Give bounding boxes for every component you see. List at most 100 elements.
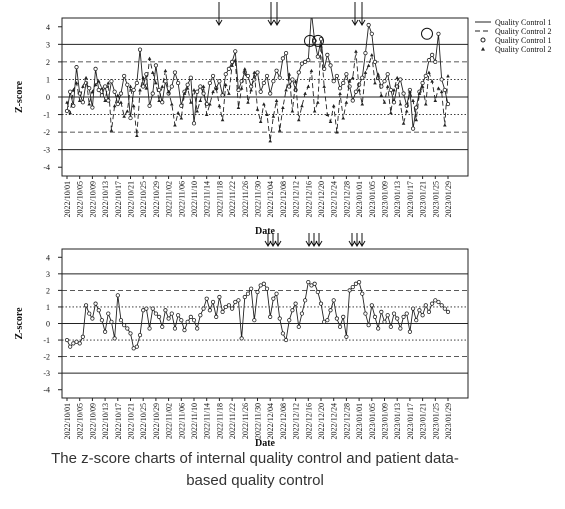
point-marker xyxy=(315,54,320,59)
point-marker xyxy=(210,73,216,79)
point-marker xyxy=(128,84,133,88)
point-marker xyxy=(334,73,339,79)
point-marker xyxy=(353,281,359,286)
point-marker xyxy=(198,313,203,318)
point-marker xyxy=(296,324,301,329)
point-marker xyxy=(71,103,76,108)
point-marker xyxy=(262,102,266,106)
point-marker xyxy=(169,311,174,316)
x-tick-label: 2022/11/22 xyxy=(228,403,237,439)
point-marker xyxy=(373,81,377,85)
point-marker xyxy=(157,98,161,102)
point-marker xyxy=(201,306,206,311)
y-tick-label: 4 xyxy=(46,253,50,262)
x-tick-label: 2023/01/01 xyxy=(355,403,364,439)
point-marker xyxy=(376,326,381,331)
point-marker xyxy=(80,334,85,339)
point-marker xyxy=(233,49,238,54)
point-marker xyxy=(103,329,108,334)
x-tick-label: 2022/10/25 xyxy=(139,181,148,217)
point-marker xyxy=(385,84,390,88)
point-marker xyxy=(169,102,174,106)
point-marker xyxy=(156,314,162,319)
x-tick-label: 2023/01/21 xyxy=(419,403,428,439)
point-marker xyxy=(182,328,187,333)
point-marker xyxy=(112,103,117,108)
point-marker xyxy=(341,116,346,120)
point-marker xyxy=(423,102,428,106)
x-tick-label: 2022/12/12 xyxy=(292,181,301,217)
y-tick-label: 0 xyxy=(46,320,50,329)
point-marker xyxy=(277,316,282,321)
point-marker xyxy=(274,291,279,296)
point-marker xyxy=(328,308,333,313)
annotation-arrowhead xyxy=(305,240,313,247)
y-tick-label: 3 xyxy=(46,270,50,279)
point-marker xyxy=(344,100,349,104)
point-marker xyxy=(179,318,184,323)
point-marker xyxy=(214,314,219,319)
x-tick-label: 2022/11/10 xyxy=(190,181,199,217)
point-marker xyxy=(331,298,336,303)
y-tick-label: -2 xyxy=(43,353,50,362)
point-marker xyxy=(131,103,136,108)
x-tick-label: 2022/10/21 xyxy=(127,181,136,217)
x-tick-label: 2022/12/08 xyxy=(279,181,288,217)
point-marker xyxy=(208,102,212,106)
point-marker xyxy=(337,86,343,91)
point-marker xyxy=(80,100,85,105)
point-marker xyxy=(258,119,263,124)
point-marker xyxy=(125,326,130,331)
point-marker xyxy=(122,114,126,118)
x-tick-label: 2023/01/25 xyxy=(431,403,440,439)
point-marker xyxy=(116,93,120,97)
point-marker xyxy=(277,128,282,132)
x-tick-label: 2022/10/09 xyxy=(88,403,97,439)
point-marker xyxy=(188,314,193,319)
point-marker xyxy=(150,70,155,74)
point-marker xyxy=(154,81,158,85)
point-marker xyxy=(433,298,438,303)
point-marker xyxy=(131,87,136,93)
x-tick-label: 2023/01/05 xyxy=(368,403,377,439)
x-tick-label: 2022/11/14 xyxy=(203,181,212,217)
point-marker xyxy=(166,89,171,94)
point-marker xyxy=(96,87,101,93)
point-marker xyxy=(370,53,374,57)
point-marker xyxy=(417,308,422,313)
x-tick-label: 2023/01/09 xyxy=(381,403,390,439)
point-marker xyxy=(74,65,79,70)
point-marker xyxy=(217,103,222,108)
x-tick-label: 2022/10/21 xyxy=(127,403,136,439)
x-tick-label: 2023/01/13 xyxy=(393,403,402,439)
point-marker xyxy=(131,346,136,351)
point-marker xyxy=(87,311,92,316)
point-marker xyxy=(119,100,123,104)
annotation-arrowhead xyxy=(358,19,366,26)
legend-label: Quality Control 1 xyxy=(495,36,551,45)
point-marker xyxy=(249,286,254,291)
point-marker xyxy=(433,59,438,64)
x-tick-label: 2022/11/30 xyxy=(254,403,263,439)
point-marker xyxy=(93,82,98,87)
point-marker xyxy=(401,91,406,96)
point-marker xyxy=(420,313,425,318)
point-marker xyxy=(109,128,114,132)
point-marker xyxy=(407,329,412,334)
point-marker xyxy=(135,133,139,138)
point-marker xyxy=(163,68,168,73)
point-marker xyxy=(382,319,387,324)
point-marker xyxy=(322,319,327,324)
point-marker xyxy=(372,314,378,319)
point-marker xyxy=(137,332,143,338)
point-marker xyxy=(150,91,155,96)
point-marker xyxy=(100,86,104,90)
y-tick-label: 2 xyxy=(46,286,50,295)
point-marker xyxy=(338,91,342,95)
legend-label: Quality Control 1 xyxy=(495,18,551,27)
point-marker xyxy=(306,58,311,63)
point-marker xyxy=(118,91,124,96)
point-marker xyxy=(316,100,320,104)
point-marker xyxy=(401,121,406,125)
